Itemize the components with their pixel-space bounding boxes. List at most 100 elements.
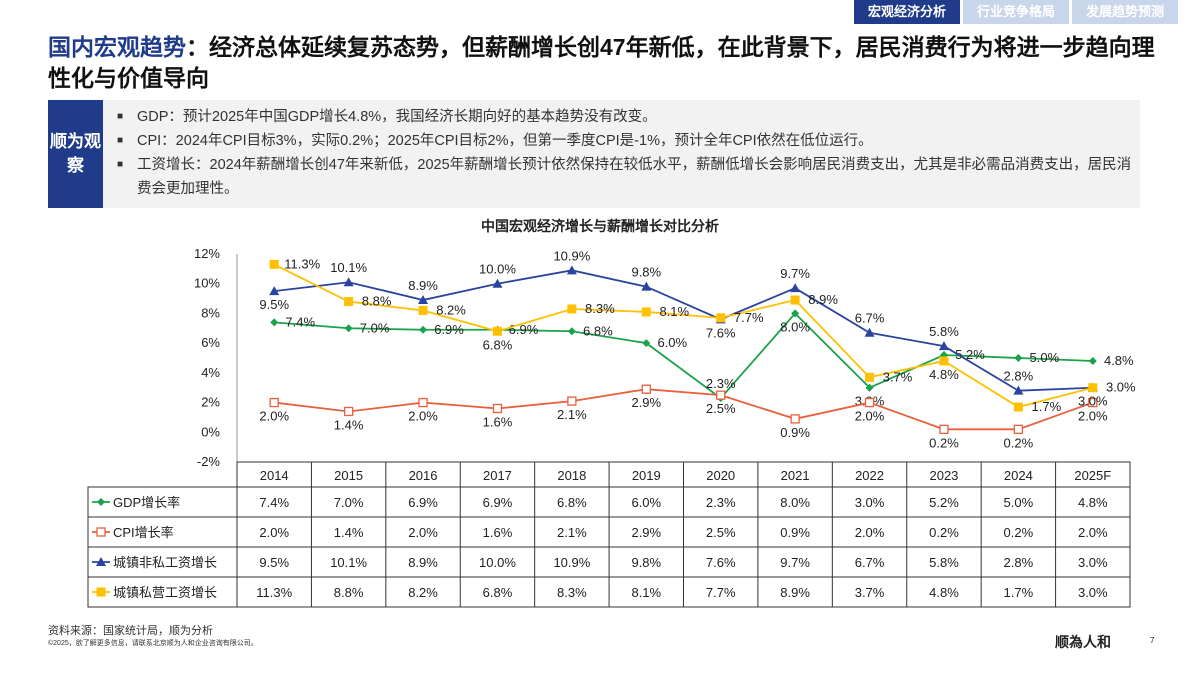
table-cell: 8.2% — [408, 585, 438, 600]
series-line — [274, 269, 1093, 392]
legend-label: 城镇非私工资增长 — [113, 555, 217, 570]
data-point — [1088, 356, 1097, 365]
x-tick-label: 2023 — [929, 468, 958, 483]
data-label: 2.1% — [557, 407, 587, 422]
data-label: 10.9% — [553, 248, 590, 263]
data-point — [939, 356, 949, 366]
top-tabs: 宏观经济分析 行业竞争格局 发展趋势预测 — [853, 0, 1178, 24]
data-label: 2.0% — [1078, 409, 1108, 424]
tab-macro[interactable]: 宏观经济分析 — [853, 0, 960, 24]
y-tick-label: -2% — [197, 454, 221, 469]
data-point — [270, 318, 279, 327]
data-label: 2.0% — [855, 409, 885, 424]
data-label: 11.3% — [284, 256, 320, 271]
data-point — [269, 259, 279, 269]
data-label: 5.8% — [929, 324, 959, 339]
data-point — [938, 341, 949, 351]
data-point — [492, 403, 503, 414]
table-cell: 10.9% — [553, 555, 590, 570]
data-point — [1013, 402, 1023, 412]
data-label: 6.7% — [855, 311, 885, 326]
table-cell: 1.7% — [1004, 585, 1034, 600]
data-point — [1013, 385, 1024, 395]
series-line — [274, 312, 1093, 400]
data-point — [939, 424, 949, 434]
tab-trend[interactable]: 发展趋势预测 — [1071, 0, 1178, 24]
data-label: 8.9% — [408, 278, 438, 293]
table-cell: 7.0% — [334, 495, 364, 510]
data-point — [641, 281, 652, 291]
data-point — [344, 297, 354, 307]
data-label: 8.9% — [808, 292, 838, 307]
table-cell: 6.7% — [855, 555, 885, 570]
data-label: 8.8% — [362, 294, 392, 309]
data-point — [269, 286, 280, 296]
copyright: ©2025，欲了解更多信息，请联系北京顺为人和企业咨询有限公司。 — [48, 640, 258, 647]
table-cell: 1.6% — [483, 525, 513, 540]
data-point — [492, 278, 503, 288]
data-label: 3.0% — [1106, 380, 1136, 395]
table-cell: 8.8% — [334, 585, 364, 600]
table-cell: 9.8% — [631, 555, 661, 570]
table-cell: 7.6% — [706, 555, 736, 570]
x-tick-label: 2018 — [557, 468, 586, 483]
y-tick-label: 6% — [201, 335, 220, 350]
data-label: 2.5% — [706, 401, 736, 416]
x-tick-label: 2016 — [409, 468, 438, 483]
data-label: 4.8% — [929, 367, 959, 382]
table-cell: 8.1% — [631, 585, 661, 600]
y-tick-label: 12% — [194, 246, 220, 261]
series-0: 7.4%7.0%6.9%6.9%6.8%6.0%2.3%8.0%3.0%5.2%… — [270, 309, 1134, 409]
data-label: 9.5% — [259, 297, 289, 312]
y-tick-label: 10% — [194, 276, 220, 291]
x-tick-label: 2022 — [855, 468, 884, 483]
data-point — [343, 277, 354, 287]
table-cell: 3.0% — [1078, 555, 1108, 570]
data-point — [1088, 397, 1098, 408]
data-point — [344, 324, 353, 333]
data-label: 1.6% — [483, 415, 513, 430]
data-point — [865, 383, 874, 392]
table-cell: 2.3% — [706, 495, 736, 510]
table-cell: 6.9% — [483, 495, 513, 510]
source-note: 资料来源：国家统计局，顺为分析 — [48, 625, 213, 637]
legend-label: 城镇私营工资增长 — [113, 585, 217, 600]
data-point — [418, 397, 428, 408]
data-point — [641, 307, 651, 317]
data-point — [864, 327, 875, 337]
data-label: 2.0% — [408, 409, 438, 424]
data-label: 10.1% — [330, 260, 367, 275]
data-label: 3.0% — [1078, 394, 1108, 409]
tab-competition[interactable]: 行业竞争格局 — [962, 0, 1069, 24]
data-point — [642, 339, 651, 348]
legend-label: GDP增长率 — [113, 495, 180, 510]
data-label: 2.0% — [259, 409, 289, 424]
y-tick-label: 4% — [201, 365, 220, 380]
data-label: 2.9% — [631, 395, 661, 410]
y-tick-label: 0% — [201, 424, 220, 439]
data-label: 5.0% — [1030, 350, 1060, 365]
data-point — [96, 587, 106, 597]
page-title: 国内宏观趋势：经济总体延续复苏态势，但薪酬增长创47年新低，在此背景下，居民消费… — [48, 32, 1158, 94]
data-point — [790, 283, 801, 293]
data-point — [641, 384, 651, 394]
observation-tag: 顺为观察 — [48, 100, 104, 208]
data-label: 6.0% — [657, 335, 687, 350]
observation-item: GDP：预计2025年中国GDP增长4.8%，我国经济长期向好的基本趋势没有改变… — [117, 105, 1140, 129]
series-3: 11.3% 8.8% 8.2% 6.8% 8.3% 8.1% 7.7% 8.9% 3.7% 4.8… — [269, 256, 1136, 414]
observation-item: 工资增长：2024年薪酬增长创47年来新低，2025年薪酬增长预计依然保持在较低… — [117, 153, 1140, 201]
data-label: 7.7% — [734, 310, 764, 325]
table-cell: 0.9% — [780, 525, 810, 540]
data-label: 2.8% — [1004, 369, 1034, 384]
title-rest: ：经济总体延续复苏态势，但薪酬增长创47年新低，在此背景下，居民消费行为将进一步… — [48, 34, 1155, 91]
data-label: 7.0% — [360, 320, 390, 335]
data-label: 1.4% — [334, 417, 364, 432]
table-cell: 0.2% — [929, 525, 959, 540]
y-tick-label: 2% — [201, 395, 220, 410]
data-point — [269, 397, 279, 408]
table-cell: 1.4% — [334, 525, 364, 540]
data-label: 2.3% — [706, 376, 736, 391]
table-cell: 11.3% — [256, 585, 292, 600]
y-tick-label: 8% — [201, 305, 220, 320]
